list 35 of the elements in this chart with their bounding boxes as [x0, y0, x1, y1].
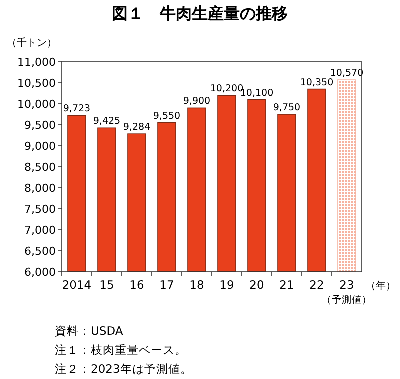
text: 注１：枝肉重量ベース。 [55, 343, 187, 357]
y-tick-label: 10,000 [18, 98, 56, 111]
x-tick-label: 16 [130, 278, 144, 292]
x-tick-label: 15 [100, 278, 114, 292]
text: 資料：USDA [55, 324, 124, 338]
y-tick-label: 9,000 [24, 140, 56, 153]
text: 注２：2023年は予測値。 [55, 362, 192, 376]
data-label: 9,900 [183, 96, 211, 108]
data-label: 9,750 [273, 102, 301, 114]
y-tick-label: 9,500 [24, 119, 56, 132]
x-tick-label: 21 [280, 278, 294, 292]
y-tick-label: 11,000 [18, 56, 56, 69]
y-tick-label: 7,500 [24, 203, 56, 216]
x-tick-label: 22 [310, 278, 324, 292]
data-label: 9,550 [153, 110, 181, 122]
text: （予測値） [322, 294, 372, 306]
y-tick-label: 8,000 [24, 182, 56, 195]
data-label: 9,284 [123, 122, 151, 134]
y-axis-title: （千トン） [7, 37, 57, 49]
y-tick-label: 8,500 [24, 161, 56, 174]
x-tick-label: 17 [160, 278, 174, 292]
x-axis-title: （年） [366, 280, 396, 292]
x-tick-label: 2014 [62, 278, 92, 292]
y-tick-label: 7,000 [24, 224, 56, 237]
y-tick-label: 6,500 [24, 245, 56, 258]
data-label: 10,350 [300, 77, 334, 88]
x-tick-label: 19 [220, 278, 234, 292]
y-tick-label: 10,500 [18, 77, 56, 90]
data-label: 9,723 [63, 104, 91, 115]
data-label: 9,425 [93, 116, 121, 128]
y-tick-label: 6,000 [24, 266, 56, 279]
chart-title: 図１ 牛肉生産量の推移 [112, 4, 288, 23]
x-tick-label: 20 [250, 278, 264, 292]
x-tick-label: 23 [340, 278, 354, 292]
x-tick-label: 18 [190, 278, 204, 292]
